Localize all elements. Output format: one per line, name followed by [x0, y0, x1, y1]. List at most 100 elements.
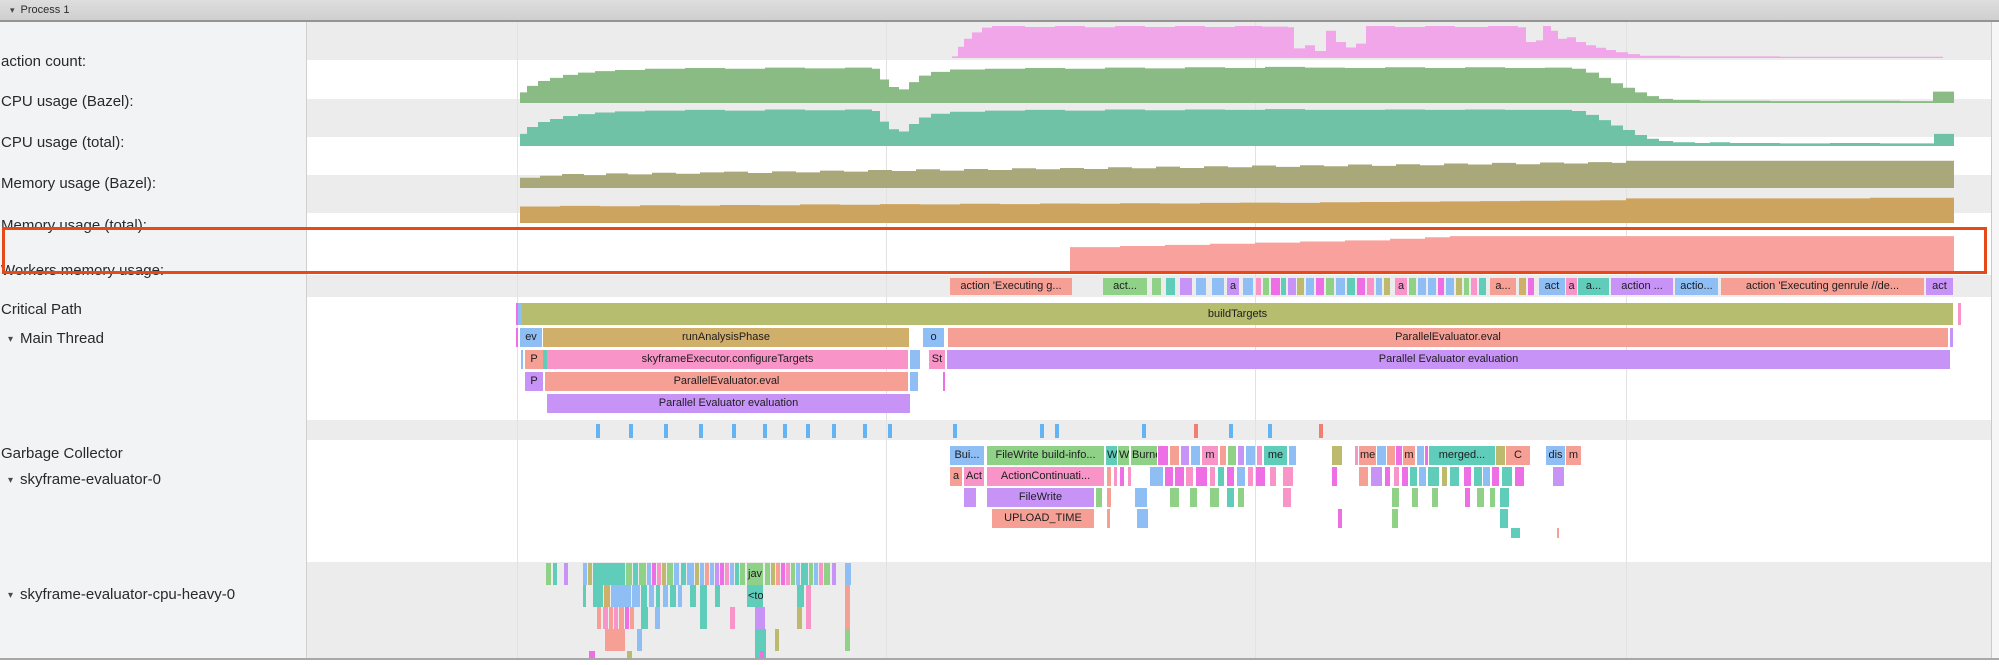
trace-slice[interactable] [1446, 278, 1454, 295]
gc-event-tick[interactable] [832, 424, 836, 438]
trace-slice[interactable] [771, 563, 775, 585]
trace-slice[interactable] [806, 585, 811, 607]
trace-slice-labeled[interactable]: skyframeExecutor.configureTargets [547, 350, 908, 369]
trace-slice[interactable] [553, 563, 557, 585]
trace-slice[interactable] [593, 563, 625, 585]
trace-slice[interactable] [1220, 446, 1226, 465]
trace-slice-labeled[interactable]: a... [1578, 278, 1609, 295]
trace-slice[interactable] [662, 563, 666, 585]
collapse-triangle-icon[interactable]: ▾ [8, 589, 14, 601]
gc-event-tick[interactable] [783, 424, 787, 438]
counter-chart-memory-usage-total-[interactable] [307, 193, 1991, 223]
trace-slice[interactable] [1371, 467, 1382, 486]
trace-slice[interactable] [760, 651, 764, 658]
trace-slice[interactable] [1256, 278, 1261, 295]
trace-slice[interactable] [715, 585, 720, 607]
trace-slice[interactable] [1394, 467, 1399, 486]
trace-slice[interactable] [1428, 278, 1436, 295]
trace-slice[interactable] [633, 563, 638, 585]
trace-slice-labeled[interactable]: UPLOAD_TIME [992, 509, 1094, 528]
trace-slice[interactable] [687, 563, 694, 585]
trace-slice[interactable] [657, 563, 661, 585]
trace-slice[interactable] [516, 328, 518, 347]
trace-slice[interactable] [1336, 278, 1345, 295]
trace-slice[interactable] [791, 563, 795, 585]
gc-event-tick[interactable] [596, 424, 600, 438]
trace-slice[interactable] [588, 563, 592, 585]
trace-slice[interactable] [1367, 278, 1374, 295]
trace-slice[interactable] [605, 629, 625, 651]
trace-slice[interactable] [715, 563, 719, 585]
trace-slice[interactable] [1114, 467, 1117, 486]
trace-slice[interactable] [806, 607, 811, 629]
gc-event-tick[interactable] [763, 424, 767, 438]
trace-slice[interactable] [1412, 488, 1418, 507]
trace-slice[interactable] [1500, 488, 1509, 507]
trace-slice[interactable] [1332, 467, 1337, 486]
trace-slice[interactable] [695, 563, 699, 585]
trace-slice-labeled[interactable]: Parallel Evaluator evaluation [547, 394, 910, 413]
trace-slice[interactable] [604, 585, 610, 607]
trace-slice[interactable] [845, 607, 850, 629]
gc-event-tick[interactable] [1040, 424, 1044, 438]
trace-slice-labeled[interactable]: m [1566, 446, 1581, 465]
trace-slice[interactable] [1218, 467, 1224, 486]
trace-slice[interactable] [518, 303, 522, 325]
trace-slice[interactable] [1180, 278, 1192, 295]
trace-slice[interactable] [1958, 303, 1961, 325]
trace-slice[interactable] [1228, 446, 1236, 465]
trace-slice[interactable] [1464, 467, 1471, 486]
trace-slice[interactable] [1355, 446, 1358, 465]
trace-slice[interactable] [1212, 278, 1224, 295]
trace-slice-labeled[interactable]: Burner [1131, 446, 1157, 465]
trace-slice[interactable] [1385, 467, 1390, 486]
trace-slice[interactable] [1479, 278, 1486, 295]
trace-slice[interactable] [797, 607, 802, 629]
trace-slice[interactable] [1359, 467, 1368, 486]
trace-slice[interactable] [1256, 467, 1265, 486]
trace-slice[interactable] [593, 585, 603, 607]
trace-slice-labeled[interactable]: ev [520, 328, 542, 347]
trace-slice[interactable] [619, 607, 624, 629]
trace-slice[interactable] [1170, 446, 1179, 465]
trace-slice[interactable] [1181, 446, 1189, 465]
trace-slice-labeled[interactable]: action ... [1611, 278, 1673, 295]
trace-slice[interactable] [1471, 278, 1477, 295]
trace-slice[interactable] [700, 607, 707, 629]
trace-slice-labeled[interactable]: St [929, 350, 945, 369]
trace-slice[interactable] [647, 563, 651, 585]
trace-slice[interactable] [641, 585, 647, 607]
trace-slice[interactable] [710, 563, 714, 585]
trace-slice[interactable] [1418, 278, 1426, 295]
trace-slice[interactable] [614, 607, 618, 629]
trace-slice[interactable] [1270, 467, 1276, 486]
trace-slice[interactable] [1248, 467, 1253, 486]
trace-slice[interactable] [1519, 278, 1526, 295]
trace-slice[interactable] [1096, 488, 1102, 507]
trace-slice[interactable] [1210, 467, 1215, 486]
trace-slice[interactable] [674, 563, 679, 585]
gc-event-tick[interactable] [863, 424, 867, 438]
gc-event-tick[interactable] [732, 424, 736, 438]
trace-slice[interactable] [1432, 488, 1438, 507]
trace-slice[interactable] [1377, 446, 1386, 465]
trace-slice-labeled[interactable]: P [525, 372, 543, 391]
gc-event-tick[interactable] [664, 424, 668, 438]
sidebar-item-workers-memory-usage[interactable]: Workers memory usage: [1, 262, 164, 279]
trace-slice[interactable] [1150, 467, 1163, 486]
gc-event-tick[interactable] [629, 424, 633, 438]
trace-slice[interactable] [649, 585, 654, 607]
trace-slice[interactable] [656, 585, 660, 607]
trace-slice-labeled[interactable]: FileWrite [987, 488, 1094, 507]
trace-slice-labeled[interactable]: act... [1103, 278, 1147, 295]
trace-slice-labeled[interactable]: a [1227, 278, 1239, 295]
trace-slice[interactable] [1170, 488, 1179, 507]
counter-chart-cpu-usage-total-[interactable] [307, 108, 1991, 146]
trace-slice[interactable] [1237, 467, 1245, 486]
trace-slice-labeled[interactable]: W [1106, 446, 1117, 465]
sidebar-item-cpu-usage-total[interactable]: CPU usage (total): [1, 134, 124, 151]
trace-slice[interactable] [1257, 446, 1262, 465]
trace-slice-labeled[interactable]: Parallel Evaluator evaluation [947, 350, 1950, 369]
trace-slice[interactable] [910, 372, 918, 391]
trace-slice[interactable] [1186, 467, 1193, 486]
